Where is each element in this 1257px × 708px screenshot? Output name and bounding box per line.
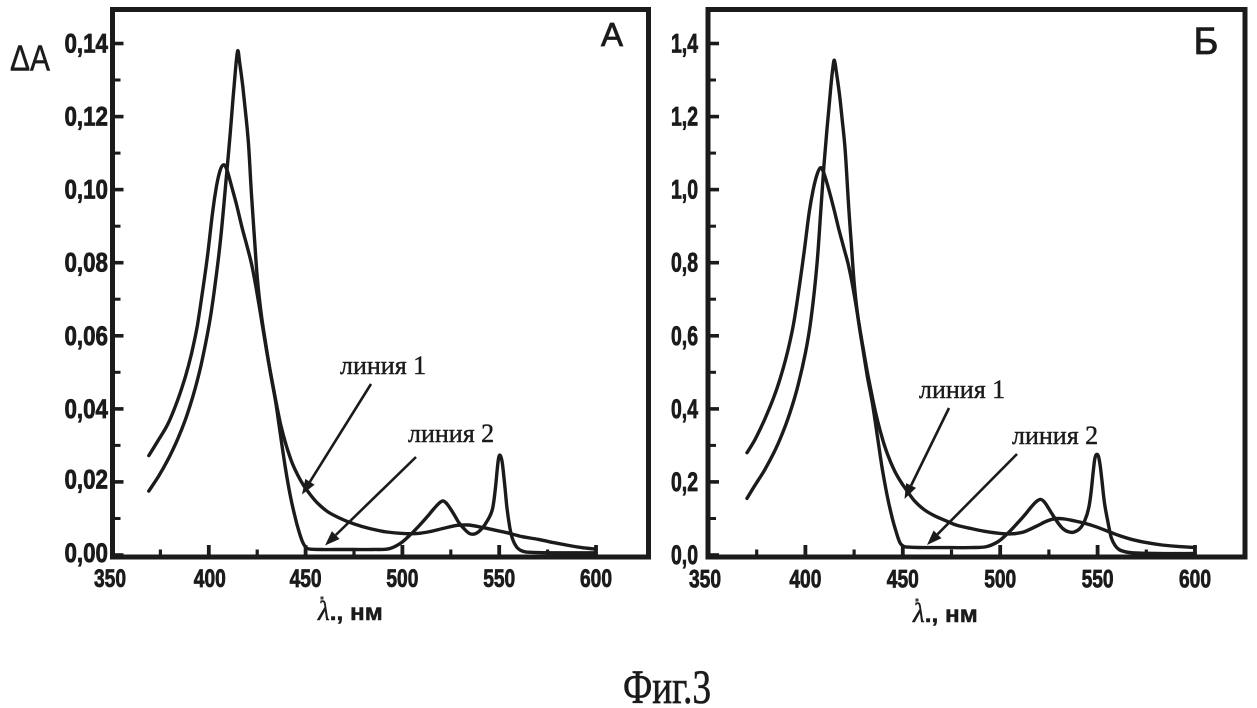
svg-text:0,10: 0,10 bbox=[65, 175, 109, 205]
svg-text:0,08: 0,08 bbox=[65, 248, 109, 278]
svg-text:линия 1: линия 1 bbox=[340, 351, 426, 380]
svg-text:400: 400 bbox=[194, 565, 226, 593]
svg-text:0,0: 0,0 bbox=[671, 540, 698, 570]
svg-text:0,8: 0,8 bbox=[671, 248, 698, 278]
svg-text:ΔA: ΔA bbox=[10, 38, 50, 79]
svg-text:линия 1: линия 1 bbox=[919, 375, 1005, 404]
svg-text:600: 600 bbox=[1179, 566, 1211, 594]
svg-text:350: 350 bbox=[689, 566, 721, 594]
svg-text:0,12: 0,12 bbox=[65, 102, 109, 132]
svg-text:0,2: 0,2 bbox=[671, 467, 698, 497]
svg-text:0,00: 0,00 bbox=[65, 538, 109, 568]
svg-text:500: 500 bbox=[984, 566, 1016, 594]
svg-text:0,02: 0,02 bbox=[65, 465, 109, 495]
svg-text:0,04: 0,04 bbox=[65, 394, 109, 424]
svg-text:Б: Б bbox=[1194, 21, 1219, 63]
svg-text:500: 500 bbox=[386, 565, 418, 593]
svg-text:550: 550 bbox=[483, 565, 515, 593]
svg-text:0,6: 0,6 bbox=[671, 321, 698, 351]
svg-text:0,14: 0,14 bbox=[65, 29, 109, 59]
svg-text:λ., нм: λ., нм bbox=[912, 598, 978, 628]
svg-text:450: 450 bbox=[290, 565, 322, 593]
svg-text:1,4: 1,4 bbox=[671, 29, 698, 59]
svg-text:450: 450 bbox=[887, 566, 919, 594]
svg-text:A: A bbox=[601, 16, 623, 53]
svg-text:400: 400 bbox=[789, 566, 821, 594]
svg-text:линия 2: линия 2 bbox=[408, 419, 494, 448]
svg-text:1,2: 1,2 bbox=[671, 102, 698, 132]
svg-text:350: 350 bbox=[94, 565, 126, 593]
svg-text:1,0: 1,0 bbox=[671, 175, 698, 205]
svg-text:600: 600 bbox=[580, 565, 612, 593]
svg-text:λ., нм: λ., нм bbox=[317, 596, 383, 626]
svg-text:0,4: 0,4 bbox=[671, 394, 698, 424]
svg-text:линия 2: линия 2 bbox=[1012, 421, 1098, 450]
svg-text:0,06: 0,06 bbox=[65, 321, 109, 351]
svg-text:550: 550 bbox=[1082, 566, 1114, 594]
svg-text:Фиг.3: Фиг.3 bbox=[623, 661, 711, 708]
